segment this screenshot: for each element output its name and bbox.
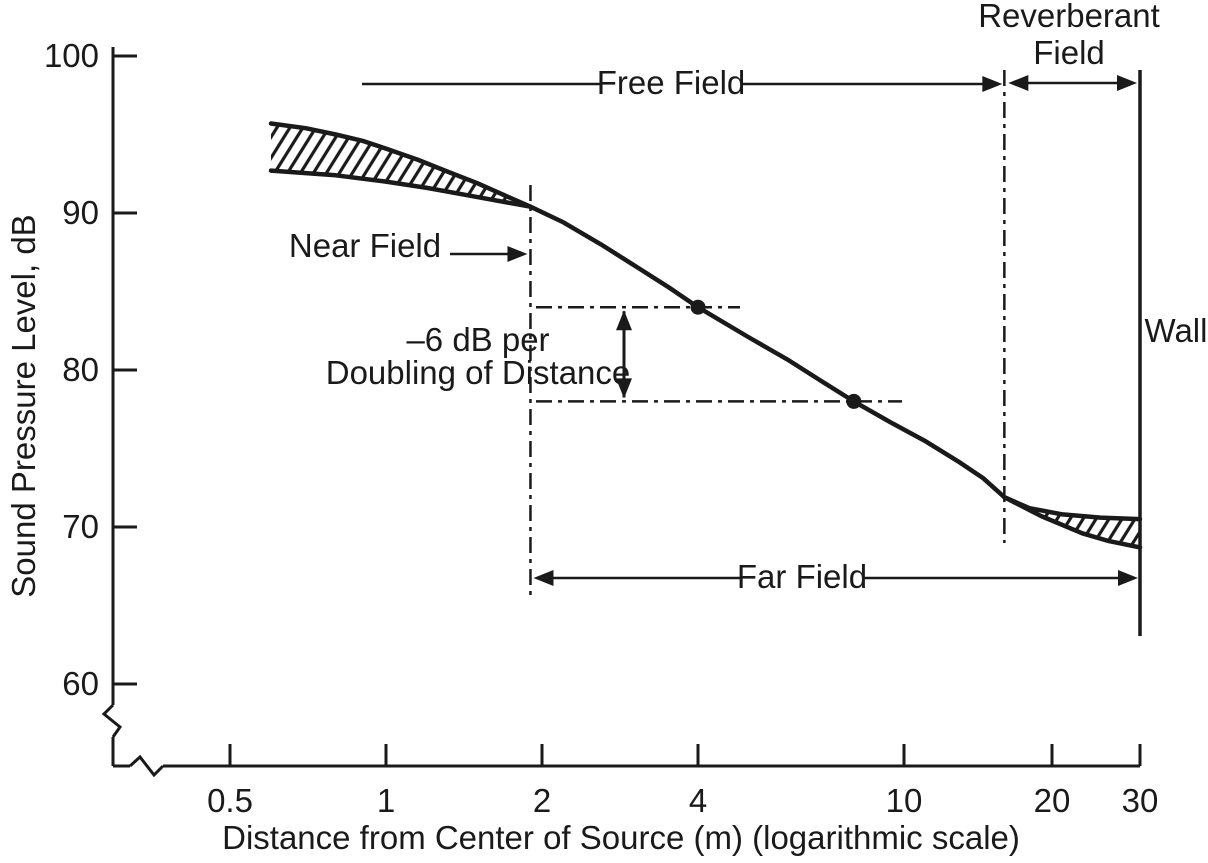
x-tick-label: 4 bbox=[689, 782, 707, 819]
reverberant-arrowhead-right bbox=[1117, 75, 1137, 91]
six-db-arrowhead-up bbox=[616, 310, 632, 331]
y-axis-title: Sound Pressure Level, dB bbox=[5, 214, 42, 598]
reverberant-field-label-line1: Reverberant bbox=[978, 0, 1160, 34]
y-tick-label: 60 bbox=[62, 665, 99, 702]
reverberant-field-label-line2: Field bbox=[1033, 34, 1105, 71]
free-field-extension-curve bbox=[1002, 494, 1143, 550]
x-tick-label: 20 bbox=[1034, 782, 1071, 819]
y-tick-label: 80 bbox=[62, 351, 99, 388]
x-axis-title: Distance from Center of Source (m) (loga… bbox=[222, 819, 1020, 856]
far-field-label: Far Field bbox=[736, 558, 868, 595]
y-tick-label: 100 bbox=[44, 37, 99, 74]
slope-annotation: –6 dB per Doubling of Distance bbox=[326, 323, 631, 389]
reverberant-arrowhead-left bbox=[1008, 75, 1029, 91]
x-axis-break bbox=[128, 754, 165, 778]
wall-label: Wall bbox=[1144, 312, 1208, 349]
data-point-marker bbox=[846, 393, 862, 409]
reverberant-hatch-region bbox=[1004, 497, 1140, 548]
free-field-arrowhead bbox=[982, 76, 1003, 92]
free-field-label: Free Field bbox=[596, 64, 746, 101]
x-tick-label: 30 bbox=[1122, 782, 1159, 819]
slope-annotation-line1: –6 dB per bbox=[406, 321, 550, 358]
x-tick-label: 10 bbox=[886, 782, 923, 819]
near-field-hatch-region bbox=[271, 123, 531, 207]
far-field-arrowhead-right bbox=[1118, 570, 1138, 586]
near-field-arrowhead bbox=[507, 246, 528, 262]
y-tick-label: 70 bbox=[62, 508, 99, 545]
x-tick-label: 0.5 bbox=[207, 782, 253, 819]
y-tick-label: 90 bbox=[62, 194, 99, 231]
slope-annotation-line2: Doubling of Distance bbox=[325, 354, 631, 391]
spl-curve bbox=[268, 121, 1143, 522]
reverberant-field-label: Reverberant Field bbox=[978, 0, 1160, 71]
near-field-envelope-curve bbox=[268, 168, 533, 209]
six-db-arrowhead-down bbox=[616, 378, 632, 399]
x-tick-label: 1 bbox=[377, 782, 395, 819]
far-field-arrowhead-left bbox=[533, 570, 554, 586]
near-field-label: Near Field bbox=[288, 227, 442, 264]
data-point-marker bbox=[690, 299, 706, 315]
y-axis-break bbox=[101, 703, 123, 738]
x-tick-label: 2 bbox=[533, 782, 551, 819]
